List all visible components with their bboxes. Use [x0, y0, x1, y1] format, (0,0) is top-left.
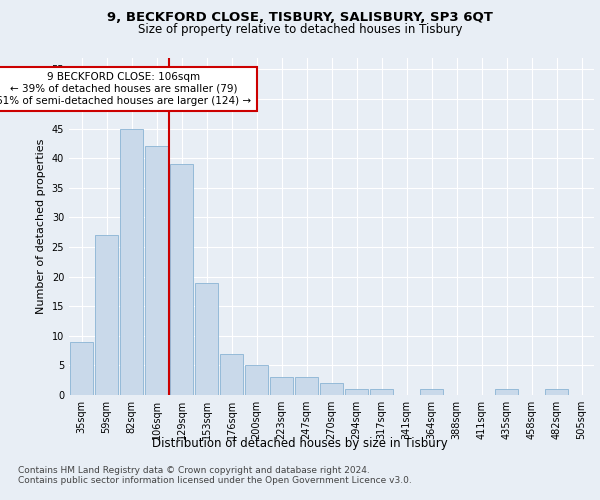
Bar: [494, 389, 518, 395]
Text: Distribution of detached houses by size in Tisbury: Distribution of detached houses by size …: [152, 438, 448, 450]
Bar: [545, 389, 568, 395]
Bar: [220, 354, 244, 395]
Bar: [344, 389, 368, 395]
Text: 9 BECKFORD CLOSE: 106sqm
← 39% of detached houses are smaller (79)
61% of semi-d: 9 BECKFORD CLOSE: 106sqm ← 39% of detach…: [0, 72, 251, 106]
Bar: [145, 146, 169, 395]
Text: Contains public sector information licensed under the Open Government Licence v3: Contains public sector information licen…: [18, 476, 412, 485]
Bar: [245, 366, 268, 395]
Bar: [269, 377, 293, 395]
Bar: [170, 164, 193, 395]
Bar: [419, 389, 443, 395]
Bar: [370, 389, 394, 395]
Bar: [194, 282, 218, 395]
Bar: [295, 377, 319, 395]
Bar: [119, 128, 143, 395]
Bar: [320, 383, 343, 395]
Y-axis label: Number of detached properties: Number of detached properties: [36, 138, 46, 314]
Bar: [95, 235, 118, 395]
Bar: [70, 342, 94, 395]
Text: Contains HM Land Registry data © Crown copyright and database right 2024.: Contains HM Land Registry data © Crown c…: [18, 466, 370, 475]
Text: Size of property relative to detached houses in Tisbury: Size of property relative to detached ho…: [138, 22, 462, 36]
Text: 9, BECKFORD CLOSE, TISBURY, SALISBURY, SP3 6QT: 9, BECKFORD CLOSE, TISBURY, SALISBURY, S…: [107, 11, 493, 24]
